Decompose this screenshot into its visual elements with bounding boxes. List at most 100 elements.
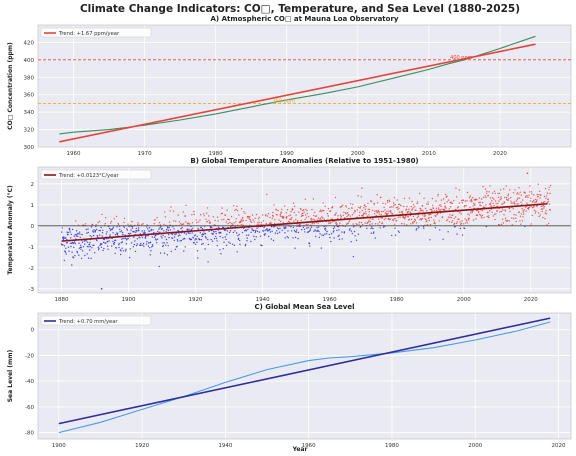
scatter-point xyxy=(172,226,174,228)
scatter-point xyxy=(152,245,154,247)
scatter-point xyxy=(546,224,548,226)
scatter-point xyxy=(85,240,88,242)
scatter-point xyxy=(352,203,354,206)
scatter-point xyxy=(270,238,272,240)
scatter-point xyxy=(241,218,243,220)
scatter-point xyxy=(189,223,191,225)
scatter-point xyxy=(228,218,230,221)
scatter-point xyxy=(112,232,114,234)
scatter-point xyxy=(234,209,236,211)
scatter-point xyxy=(199,232,201,234)
scatter-point xyxy=(512,208,514,210)
scatter-point xyxy=(353,230,356,233)
scatter-point xyxy=(458,189,460,191)
scatter-point xyxy=(111,229,113,231)
scatter-point xyxy=(373,203,375,206)
scatter-point xyxy=(372,209,374,212)
scatter-point xyxy=(111,245,113,247)
scatter-point xyxy=(276,230,278,232)
scatter-point xyxy=(116,232,119,235)
scatter-point xyxy=(523,213,525,215)
scatter-point xyxy=(414,206,416,208)
x-tick-label: 1980 xyxy=(385,443,399,449)
scatter-point xyxy=(180,223,182,225)
scatter-point xyxy=(340,217,342,219)
scatter-point xyxy=(103,247,105,250)
scatter-point xyxy=(115,239,117,241)
scatter-point xyxy=(283,217,285,219)
scatter-point xyxy=(415,209,417,211)
scatter-point xyxy=(235,208,237,210)
scatter-point xyxy=(491,200,493,202)
scatter-point xyxy=(457,218,459,220)
scatter-point xyxy=(492,202,494,204)
scatter-point xyxy=(532,201,534,203)
scatter-point xyxy=(435,200,437,202)
scatter-point xyxy=(71,241,74,244)
legend-box xyxy=(40,27,152,38)
scatter-point xyxy=(310,217,312,220)
scatter-point xyxy=(368,211,370,213)
scatter-point xyxy=(497,192,499,195)
scatter-point xyxy=(455,222,458,225)
scatter-point xyxy=(153,223,155,225)
scatter-point xyxy=(188,237,191,240)
scatter-point xyxy=(269,231,272,233)
scatter-point xyxy=(258,218,260,220)
scatter-point xyxy=(459,211,461,214)
scatter-point xyxy=(166,242,168,244)
scatter-point xyxy=(241,231,244,234)
scatter-point xyxy=(173,239,175,242)
scatter-point xyxy=(174,248,177,251)
scatter-point xyxy=(316,219,319,221)
scatter-point xyxy=(511,224,513,226)
x-tick-label: 2000 xyxy=(468,443,482,449)
scatter-point xyxy=(361,209,363,212)
scatter-point xyxy=(357,195,359,197)
scatter-point xyxy=(125,243,128,245)
scatter-point xyxy=(382,210,384,213)
scatter-point xyxy=(445,207,447,209)
scatter-point xyxy=(461,234,464,236)
scatter-point xyxy=(358,223,360,225)
scatter-point xyxy=(343,231,346,233)
scatter-point xyxy=(468,214,470,216)
scatter-point xyxy=(213,231,215,233)
scatter-point xyxy=(447,231,449,233)
scatter-point xyxy=(347,222,350,224)
scatter-point xyxy=(236,251,238,253)
scatter-point xyxy=(314,229,316,231)
scatter-point xyxy=(285,227,287,229)
scatter-point xyxy=(361,187,363,189)
scatter-point xyxy=(131,227,134,229)
scatter-point xyxy=(444,205,446,207)
scatter-point xyxy=(229,221,231,224)
scatter-point xyxy=(194,234,196,236)
scatter-point xyxy=(330,221,332,224)
scatter-point xyxy=(381,217,383,219)
scatter-point xyxy=(147,242,150,244)
scatter-point xyxy=(452,214,454,216)
scatter-point xyxy=(477,214,479,216)
scatter-point xyxy=(115,215,118,218)
scatter-point xyxy=(123,221,125,224)
scatter-point xyxy=(204,236,207,238)
scatter-point xyxy=(61,227,63,229)
scatter-point xyxy=(425,207,427,210)
scatter-point xyxy=(525,210,527,212)
scatter-point xyxy=(250,240,252,243)
scatter-point xyxy=(363,212,366,215)
scatter-point xyxy=(440,204,442,206)
reference-line-label: 350 ppm xyxy=(273,98,295,104)
scatter-point xyxy=(332,231,334,233)
scatter-point xyxy=(100,288,103,290)
scatter-point xyxy=(277,228,280,230)
scatter-point xyxy=(520,223,522,225)
scatter-point xyxy=(510,200,512,202)
scatter-point xyxy=(540,194,542,196)
scatter-point xyxy=(539,197,541,199)
scatter-point xyxy=(160,226,162,228)
scatter-point xyxy=(80,246,83,248)
scatter-point xyxy=(247,234,250,236)
scatter-point xyxy=(396,220,398,222)
